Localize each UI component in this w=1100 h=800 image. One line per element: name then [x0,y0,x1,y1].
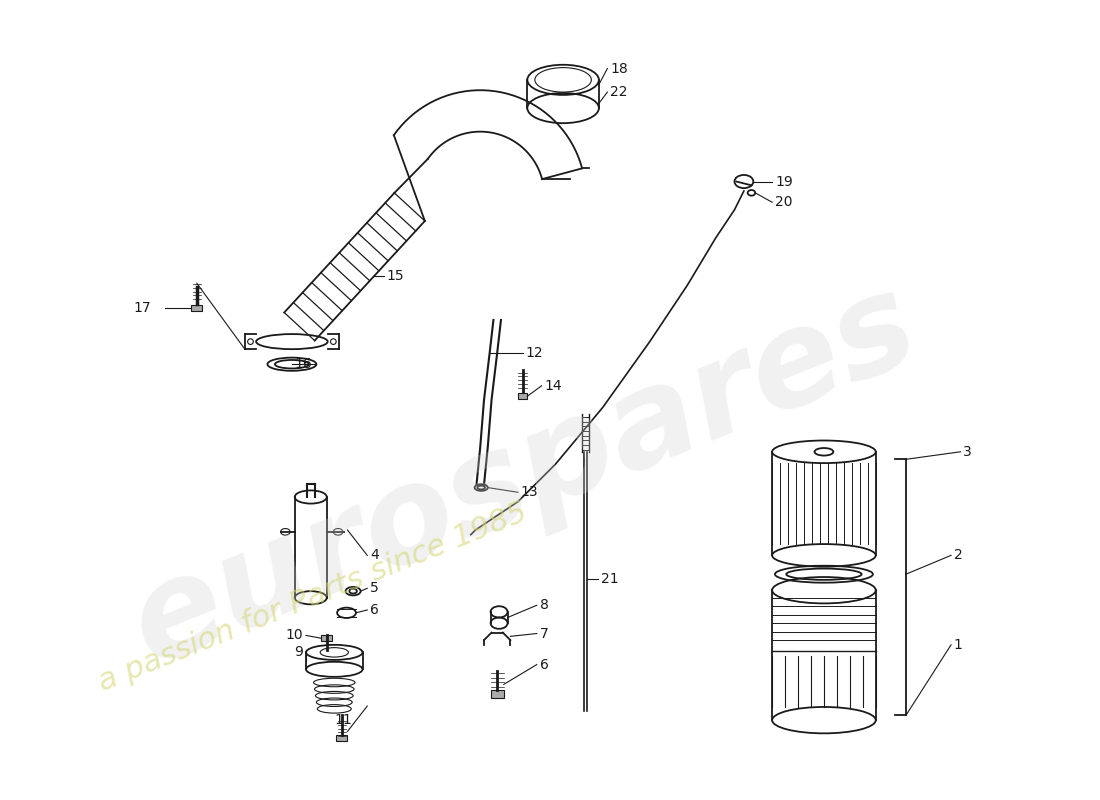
Text: 9: 9 [295,646,304,659]
Text: 22: 22 [610,85,628,99]
Text: 5: 5 [370,582,378,595]
Text: 6: 6 [370,603,378,617]
Text: 7: 7 [540,626,548,641]
Text: a passion for Parts since 1985: a passion for Parts since 1985 [95,498,531,698]
Polygon shape [337,735,348,741]
Text: 17: 17 [133,301,151,314]
Text: 18: 18 [610,62,628,75]
Text: 4: 4 [370,548,378,562]
Text: 21: 21 [601,572,618,586]
Text: 8: 8 [540,598,549,612]
Polygon shape [491,690,504,698]
Text: 2: 2 [954,548,962,562]
Text: 12: 12 [526,346,543,360]
Text: 11: 11 [334,713,352,727]
Text: 15: 15 [387,269,405,283]
Text: 20: 20 [776,195,792,210]
Polygon shape [518,394,527,399]
Text: 19: 19 [776,174,793,189]
Polygon shape [191,305,202,310]
Polygon shape [321,635,332,641]
Text: 6: 6 [540,658,549,672]
Text: eurospares: eurospares [113,260,935,690]
Text: 10: 10 [286,629,304,642]
Text: 14: 14 [544,379,562,393]
Text: 13: 13 [520,486,538,499]
Text: 16: 16 [295,358,312,371]
Text: 3: 3 [964,445,972,458]
Text: 1: 1 [954,638,962,652]
